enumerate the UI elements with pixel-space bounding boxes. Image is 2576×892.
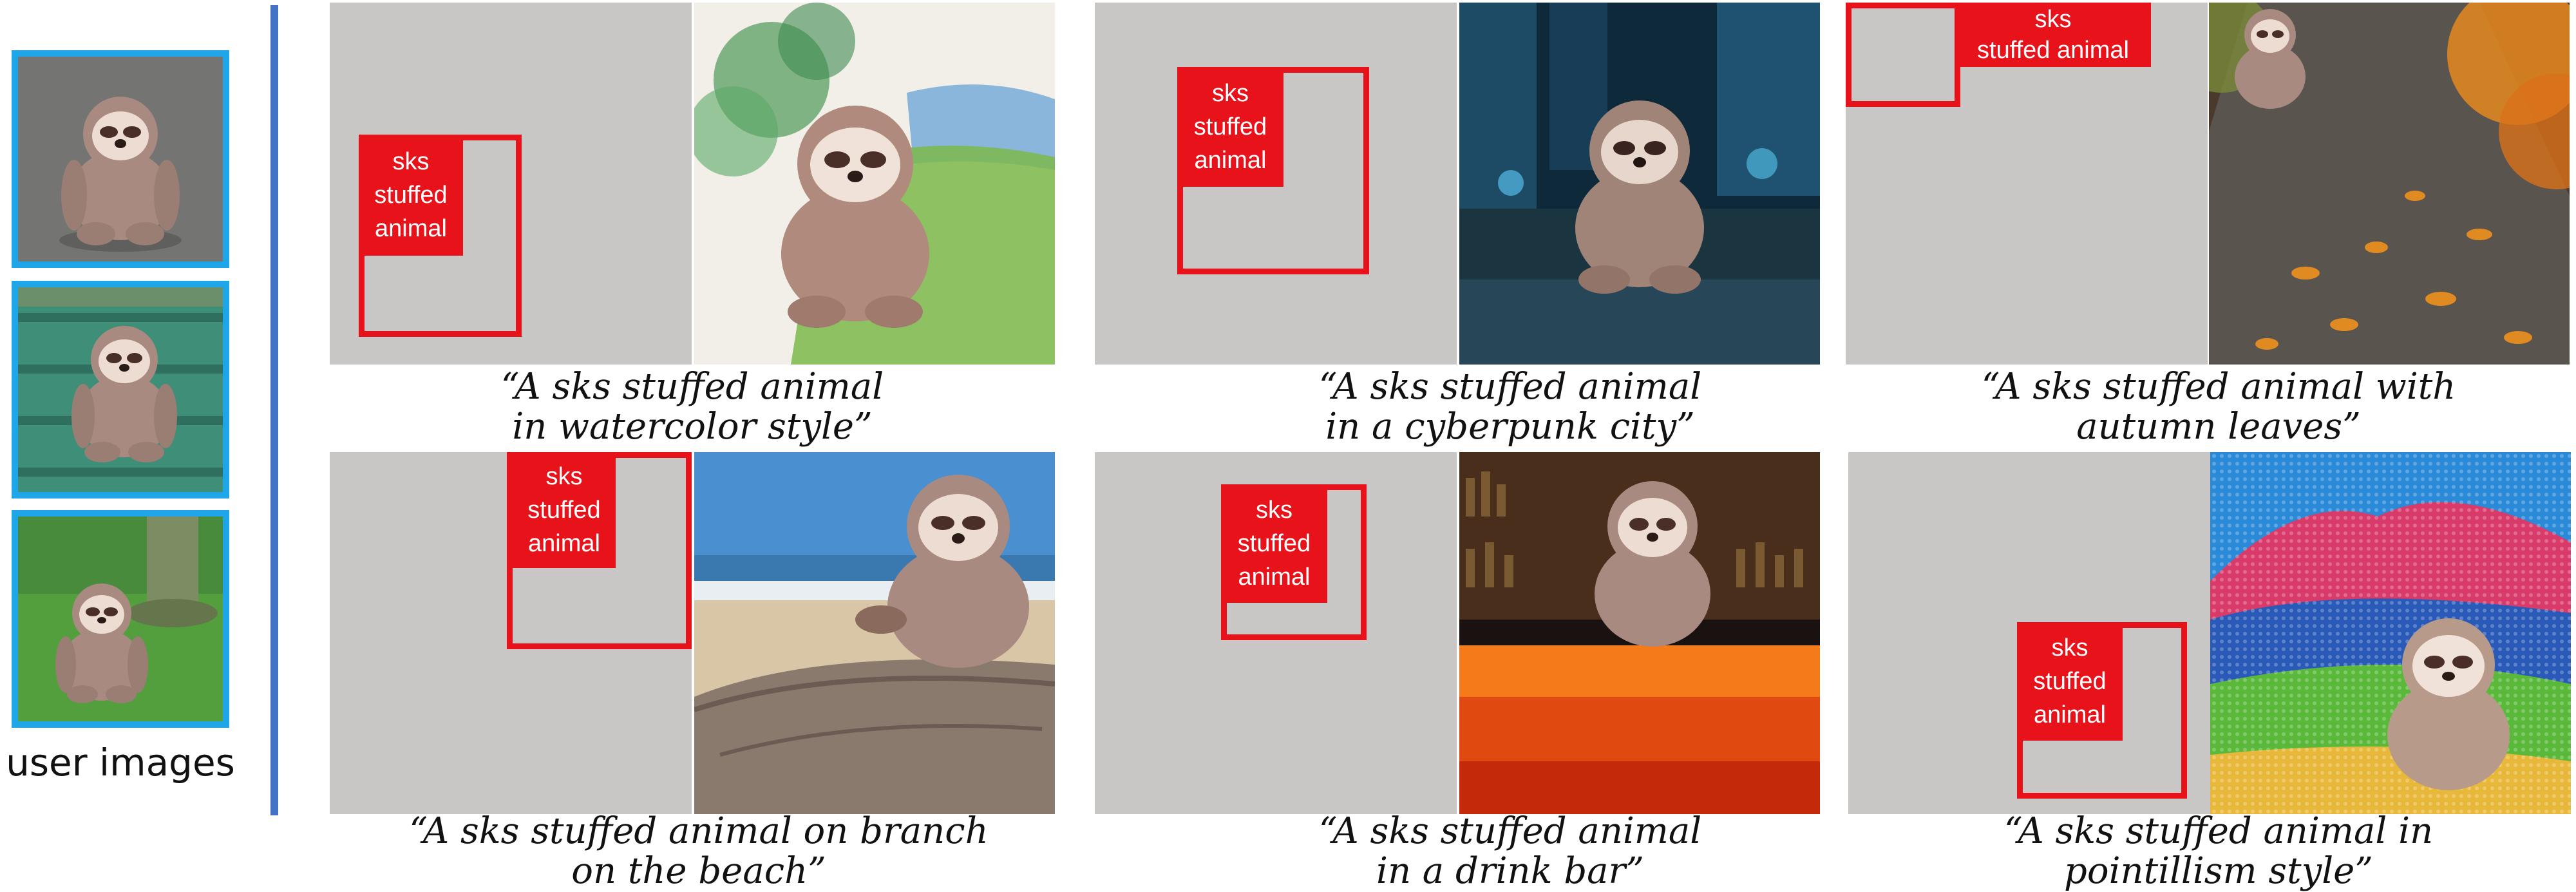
region-label: sks stuffed animal [359,135,463,256]
prompt-line: pointillism style” [2064,850,2373,892]
prompt-line: in a drink bar” [1376,850,1644,892]
layout-panel: sks stuffed animal [1095,452,1457,814]
user-images-caption: user images [6,741,235,784]
layout-panel: sks stuffed animal [1848,452,2210,814]
prompt-line: in watercolor style” [512,406,873,448]
prompt-line: “A sks stuffed animal in [2003,810,2434,852]
prompt-line: autumn leaves” [2076,406,2361,448]
layout-panel: sks stuffed animal [330,452,692,814]
generated-image-cyberpunk-city [1459,3,1820,365]
generated-image-watercolor [694,3,1055,365]
generated-image-drink-bar [1459,452,1820,814]
prompt-line: in a cyberpunk city” [1325,406,1695,448]
region-label: sks stuffed animal [2017,622,2123,741]
region-box [1846,3,1960,107]
prompt-caption: “A sks stuffed animal with autumn leaves… [1855,367,2576,447]
prompt-line: “A sks stuffed animal [1318,810,1702,852]
generated-image-beach-branch [694,452,1055,814]
region-label: sks stuffed animal [1177,67,1283,187]
prompt-line: “A sks stuffed animal on branch [409,810,989,852]
prompt-caption: “A sks stuffed animal in a drink bar” [1146,811,1874,891]
layout-panel: sks stuffed animal [330,3,692,365]
layout-panel: sks stuffed animal [1846,3,2208,365]
region-label: sks stuffed animal [1955,3,2151,67]
user-image-1 [12,50,229,268]
prompt-caption: “A sks stuffed animal in a cyberpunk cit… [1146,367,1874,447]
region-label: sks stuffed animal [1221,484,1327,603]
column-divider [270,5,278,815]
prompt-caption: “A sks stuffed animal on branch on the b… [335,811,1063,891]
prompt-line: “A sks stuffed animal [1318,366,1702,408]
user-image-2 [12,281,229,498]
prompt-caption: “A sks stuffed animal in watercolor styl… [328,367,1056,447]
user-image-3 [12,510,229,728]
prompt-line: “A sks stuffed animal with [1981,366,2456,408]
prompt-caption: “A sks stuffed animal in pointillism sty… [1855,811,2576,891]
prompt-line: “A sks stuffed animal [500,366,884,408]
region-label: sks stuffed animal [513,452,616,568]
layout-panel: sks stuffed animal [1095,3,1457,365]
generated-image-autumn-path [2209,3,2570,365]
generated-image-pointillism-mountains [2210,452,2571,814]
prompt-line: on the beach” [571,850,826,892]
